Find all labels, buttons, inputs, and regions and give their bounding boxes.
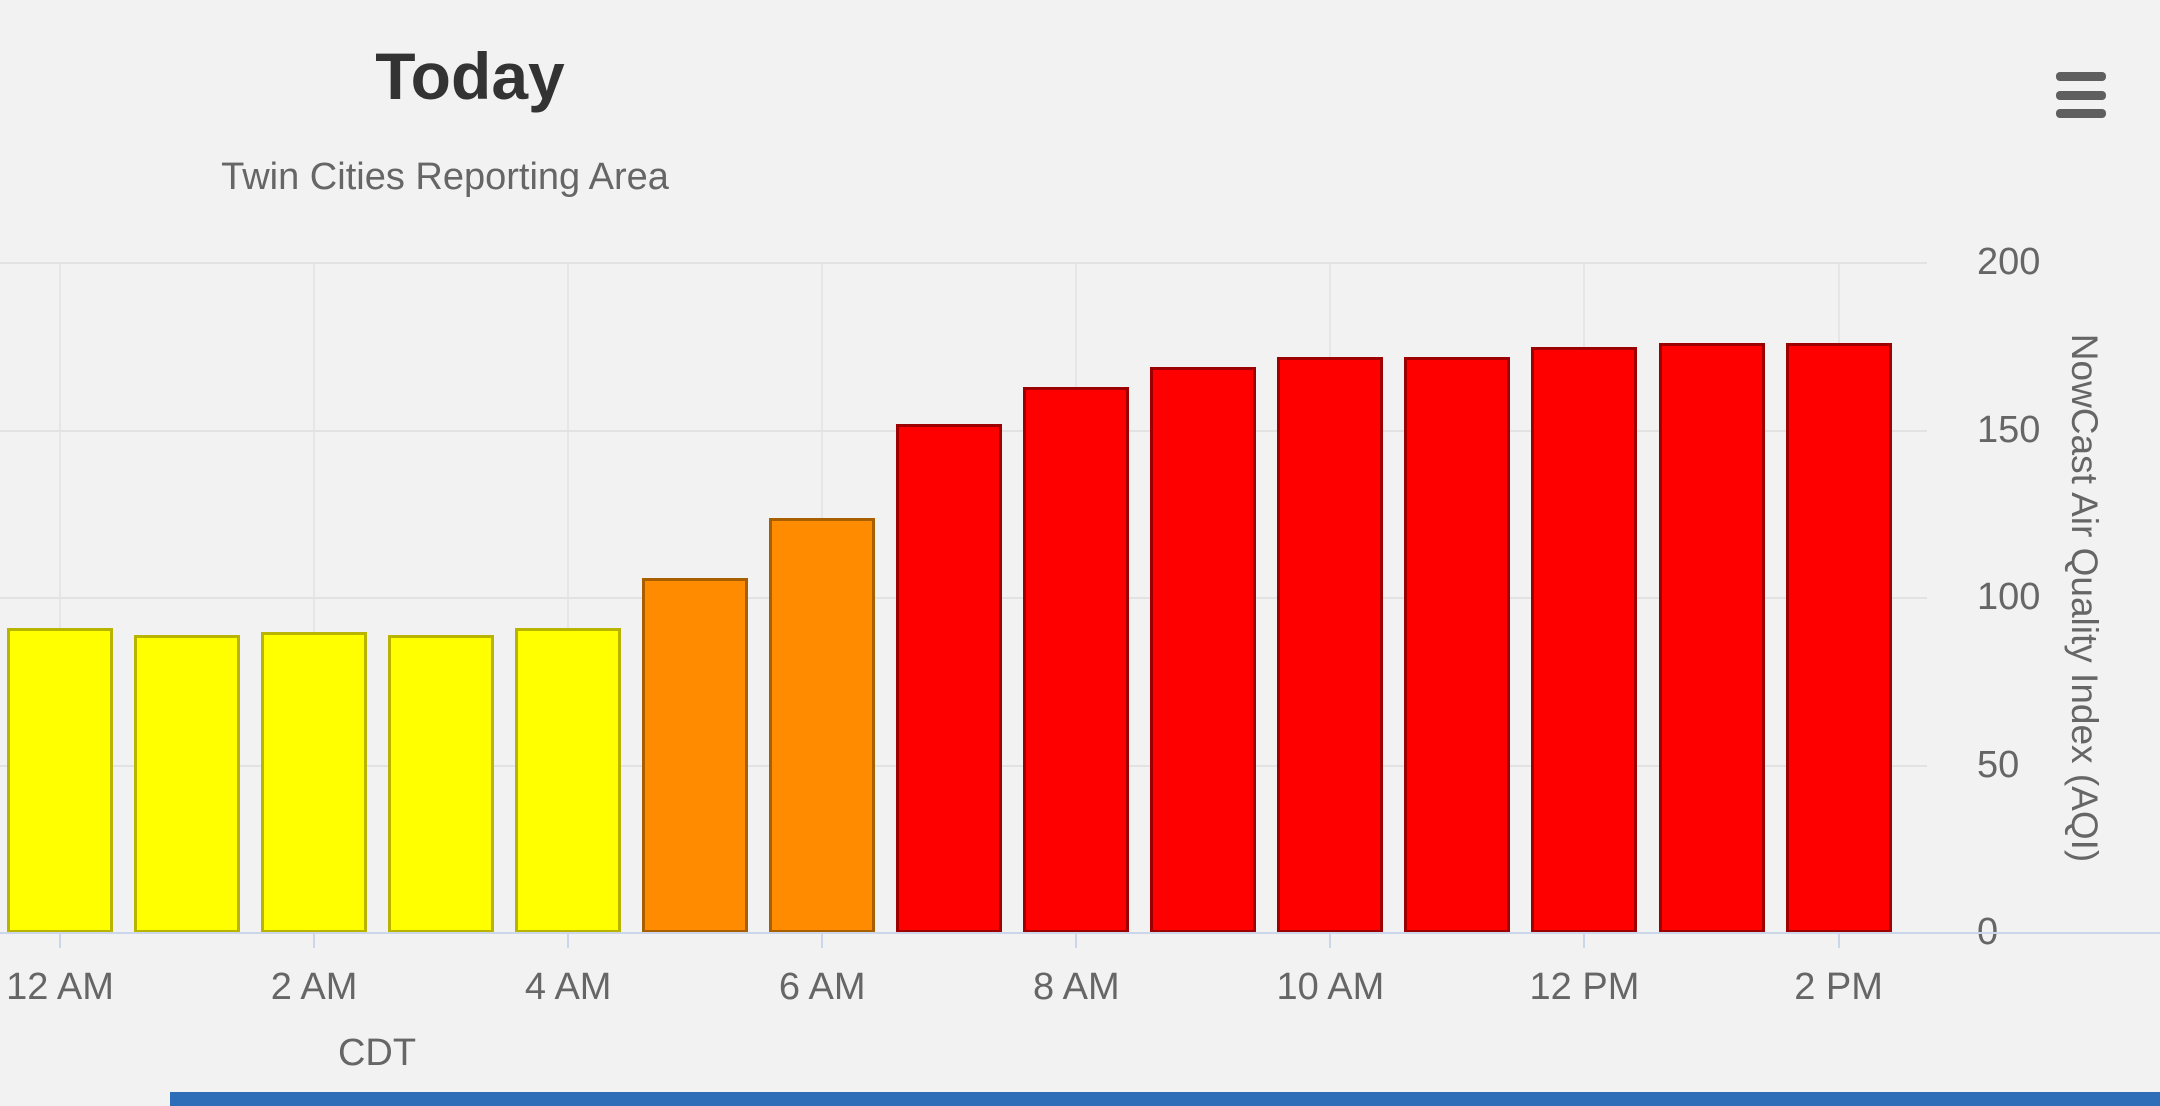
x-axis-label: 12 PM — [1529, 966, 1640, 1008]
aqi-bar[interactable] — [1023, 386, 1130, 933]
aqi-bar[interactable] — [7, 628, 113, 933]
x-axis-tickmark — [821, 934, 824, 948]
aqi-bar[interactable] — [1277, 356, 1384, 933]
y-axis-label: 100 — [1977, 576, 2041, 618]
x-axis-label: 8 AM — [1033, 966, 1120, 1008]
aqi-bar[interactable] — [896, 423, 1003, 933]
y-axis-label: 200 — [1977, 241, 2041, 283]
x-axis-tickmark — [1583, 934, 1586, 948]
x-axis-label: 4 AM — [524, 966, 612, 1008]
aqi-bar[interactable] — [1404, 356, 1511, 933]
x-axis-tickmark — [313, 934, 316, 948]
aqi-bar[interactable] — [1150, 366, 1257, 933]
y-axis-title: NowCast Air Quality Index (AQI) — [2064, 333, 2105, 863]
x-axis-tickmark — [1837, 934, 1840, 948]
chart-title: Today — [375, 39, 565, 113]
aqi-bar[interactable] — [515, 628, 622, 933]
horizontal-gridline — [0, 262, 1927, 264]
aqi-bar[interactable] — [1658, 343, 1765, 933]
hamburger-menu-icon — [2056, 72, 2112, 118]
chart-subtitle: Twin Cities Reporting Area — [221, 156, 669, 198]
x-axis-tickmark — [567, 934, 570, 948]
aqi-bar[interactable] — [261, 631, 368, 933]
x-axis-label: 2 PM — [1794, 966, 1883, 1008]
aqi-bar[interactable] — [1785, 343, 1892, 933]
x-axis-label: 10 AM — [1276, 966, 1385, 1008]
x-axis-tickmark — [1329, 934, 1332, 948]
y-axis-label: 50 — [1977, 743, 2020, 786]
y-axis-label: 150 — [1977, 408, 2041, 451]
x-axis-line — [0, 932, 2160, 934]
x-axis-label: 6 AM — [778, 966, 866, 1008]
aqi-bar[interactable] — [769, 517, 876, 933]
chart-context-menu-button[interactable] — [2056, 72, 2112, 118]
hamburger-bar — [2056, 72, 2106, 81]
hamburger-bar — [2056, 109, 2106, 118]
bottom-banner-strip — [170, 1092, 2160, 1106]
aqi-bar[interactable] — [134, 634, 241, 933]
x-axis-label: 2 AM — [270, 966, 358, 1008]
x-axis-title: CDT — [337, 1032, 417, 1074]
aqi-bar[interactable] — [642, 577, 749, 933]
x-axis-label: 12 AM — [6, 966, 114, 1008]
x-axis-tickmark — [59, 934, 61, 948]
aqi-bar[interactable] — [388, 634, 495, 933]
x-axis-tickmark — [1075, 934, 1078, 948]
hamburger-bar — [2056, 90, 2106, 100]
aqi-bar[interactable] — [1531, 346, 1638, 933]
